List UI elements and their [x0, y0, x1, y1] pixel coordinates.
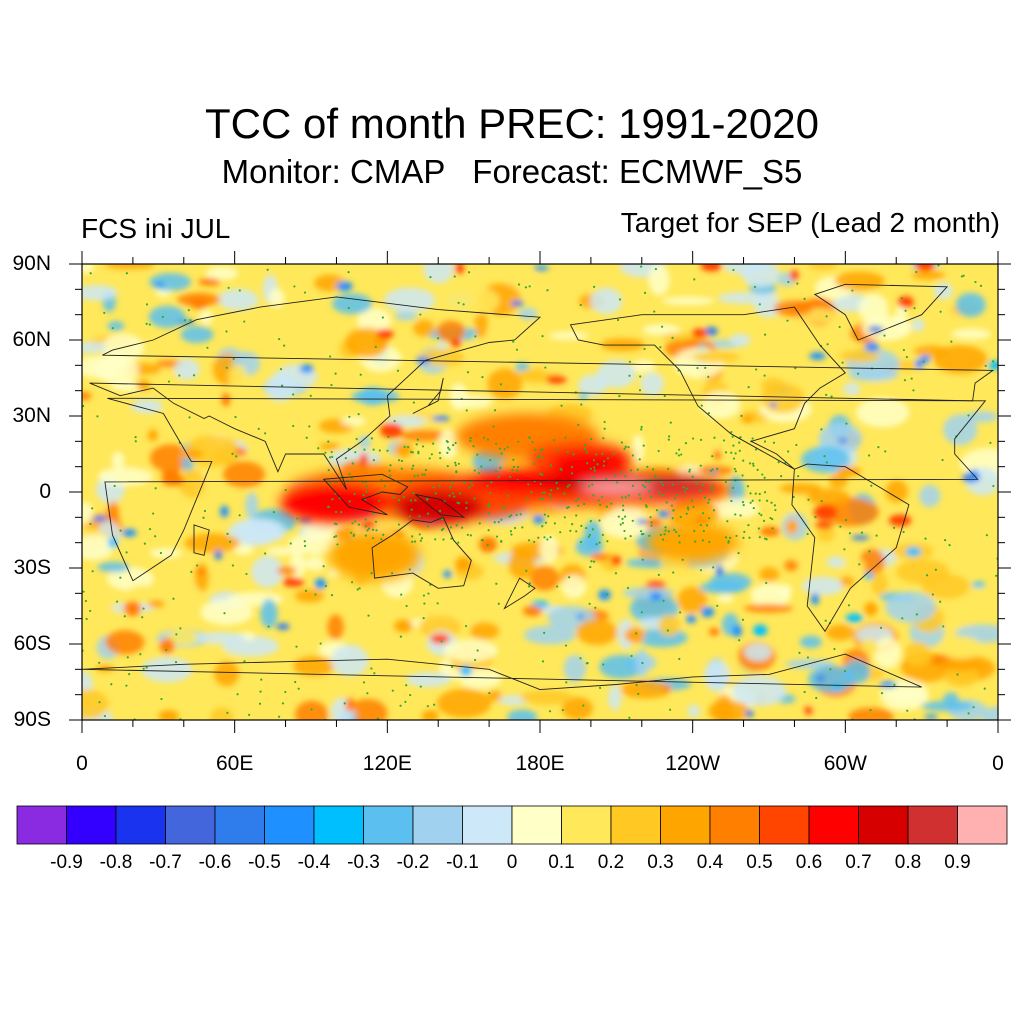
- colorbar-tick-label: 0: [506, 852, 518, 873]
- colorbar-swatch: [907, 805, 958, 845]
- colorbar-swatch: [858, 805, 909, 845]
- colorbar-swatch: [511, 805, 562, 845]
- target-label: Target for SEP (Lead 2 month): [620, 207, 1000, 238]
- longitude-label: 0: [76, 752, 88, 775]
- colorbar-tick-label: 0.5: [746, 852, 773, 873]
- colorbar-swatch: [610, 805, 661, 845]
- latitude-label: 30N: [12, 404, 51, 427]
- colorbar-tick-label: 0.6: [795, 852, 823, 873]
- longitude-label: 120W: [665, 752, 721, 775]
- colorbar-tick-label: -0.8: [99, 852, 133, 873]
- colorbar-swatch: [709, 805, 760, 845]
- colorbar-swatch: [115, 805, 166, 845]
- latitude-label: 60N: [12, 328, 51, 351]
- colorbar-tick-label: -0.1: [446, 852, 479, 873]
- colorbar-tick-label: -0.5: [248, 852, 281, 873]
- colorbar-swatch: [462, 805, 513, 845]
- longitude-label: 120E: [362, 752, 412, 775]
- colorbar-tick-label: 0.3: [647, 852, 674, 873]
- colorbar-swatch: [561, 805, 612, 845]
- correlation-field: [82, 264, 998, 720]
- forecast-label: Forecast: ECMWF_S5: [472, 153, 803, 190]
- initialization-label: FCS ini JUL: [81, 213, 231, 244]
- correlation-map: [16, 251, 1011, 845]
- colorbar-tick-label: 0.8: [894, 852, 922, 873]
- colorbar-swatch: [363, 805, 414, 845]
- latitude-label: 90S: [13, 708, 51, 731]
- colorbar-tick-label: -0.9: [50, 852, 83, 873]
- colorbar-tick-label: -0.4: [297, 852, 331, 873]
- figure-title: TCC of month PREC: 1991-2020: [205, 100, 819, 147]
- latitude-label: 60S: [13, 632, 51, 655]
- monitor-label: Monitor: CMAP: [221, 153, 445, 190]
- colorbar: [16, 805, 1008, 845]
- colorbar-tick-label: 0.4: [696, 852, 724, 873]
- longitude-label: 0: [992, 752, 1004, 775]
- colorbar-tick-label: 0.1: [548, 852, 575, 873]
- colorbar-swatch: [412, 805, 463, 845]
- colorbar-swatch: [16, 805, 67, 845]
- colorbar-swatch: [313, 805, 364, 845]
- colorbar-swatch: [66, 805, 117, 845]
- colorbar-swatch: [957, 805, 1008, 845]
- significance-stippling: [82, 264, 998, 720]
- colorbar-swatch: [165, 805, 216, 845]
- colorbar-swatch: [264, 805, 315, 845]
- colorbar-swatch: [660, 805, 711, 845]
- tropical-pacific-high-correlation: [280, 413, 739, 581]
- latitude-label: 90N: [12, 252, 51, 275]
- longitude-label: 60W: [823, 752, 867, 775]
- axis-ticks: [69, 251, 1011, 733]
- longitude-label: 60E: [215, 752, 254, 775]
- colorbar-tick-label: -0.7: [149, 852, 182, 873]
- colorbar-tick-label: -0.2: [396, 852, 430, 873]
- colorbar-swatch: [214, 805, 265, 845]
- colorbar-tick-label: 0.7: [845, 852, 872, 873]
- colorbar-tick-label: -0.3: [347, 852, 380, 873]
- latitude-label: 30S: [13, 556, 51, 579]
- coastlines: [82, 283, 995, 691]
- colorbar-swatch: [759, 805, 810, 845]
- colorbar-swatch: [808, 805, 859, 845]
- figure-subtitle: Monitor: CMAP Forecast: ECMWF_S5: [0, 153, 1024, 191]
- latitude-label: 0: [39, 480, 51, 503]
- colorbar-tick-label: -0.6: [198, 852, 232, 873]
- longitude-label: 180E: [515, 752, 565, 775]
- colorbar-tick-label: 0.9: [944, 852, 971, 873]
- colorbar-tick-label: 0.2: [597, 852, 625, 873]
